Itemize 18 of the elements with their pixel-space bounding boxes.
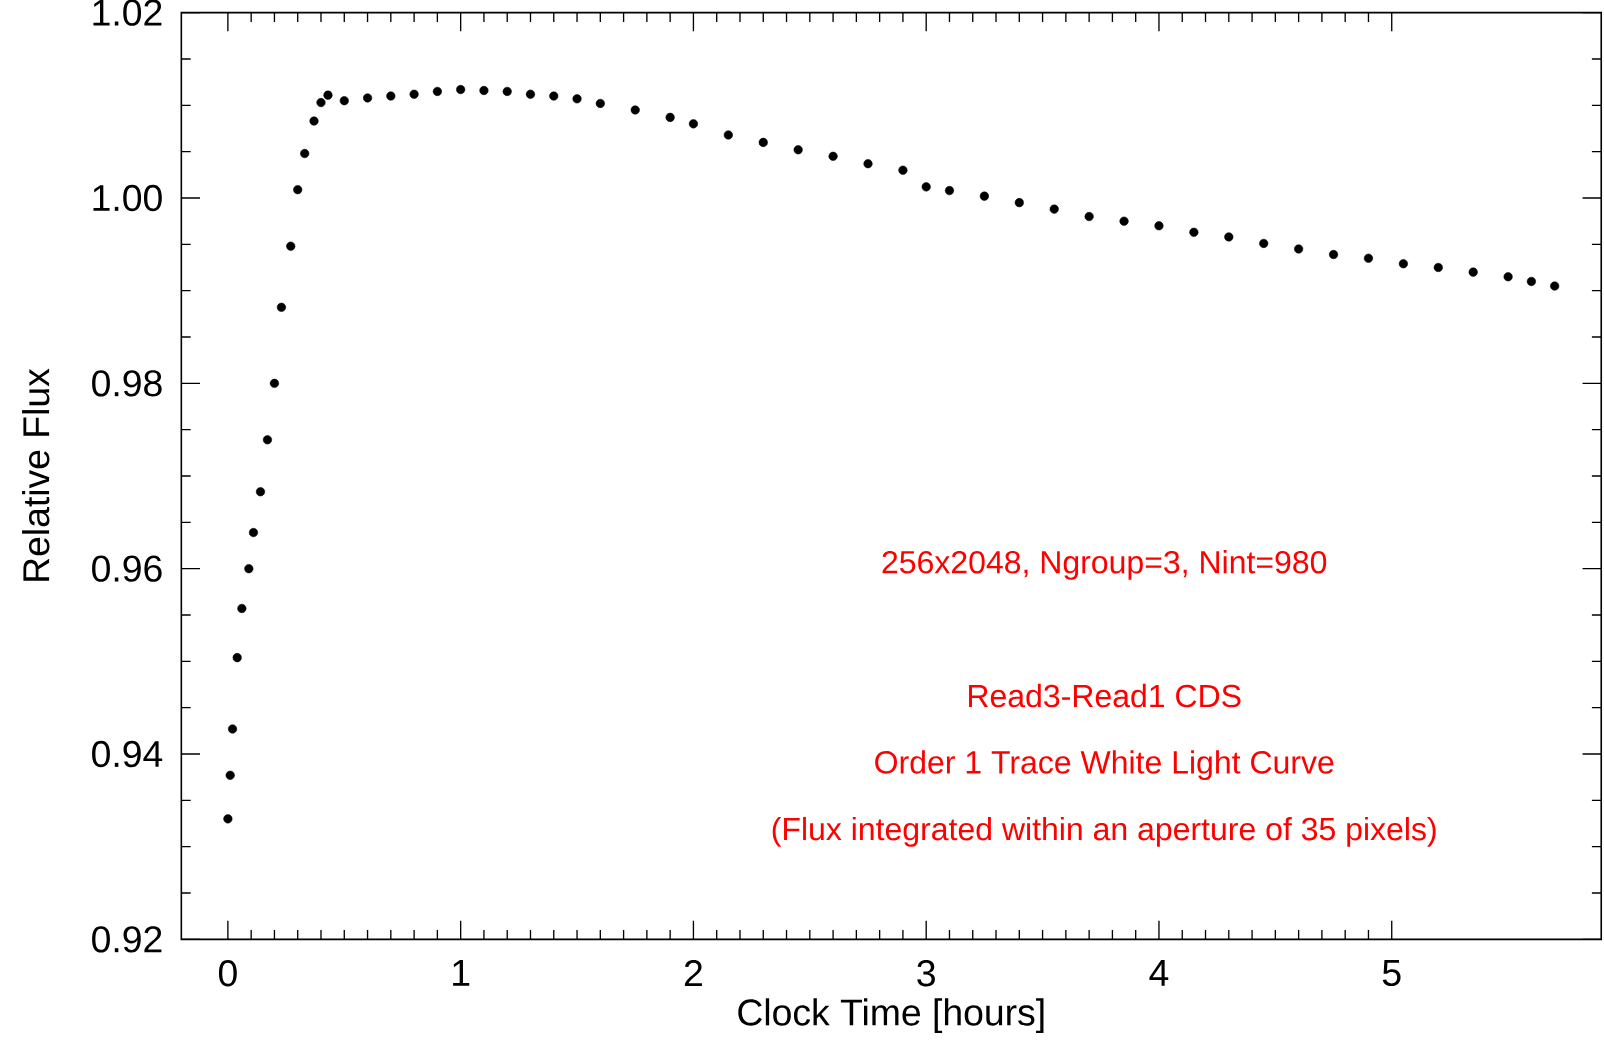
annotation: Read3-Read1 CDS (969, 683, 1241, 708)
x-tick-label: 0 (218, 960, 237, 987)
y-tick-label: 0.92 (92, 926, 162, 953)
x-tick-label: 1 (453, 960, 470, 986)
y-axis-title: Relative Flux (22, 368, 50, 581)
x-tick-label: 3 (917, 960, 935, 987)
annotation: 256x2048, Ngroup=3, Nint=980 (882, 550, 1327, 580)
y-tick-label: 1.00 (93, 184, 162, 212)
y-tick-label: 1.02 (93, 0, 162, 26)
y-tick-label: 0.94 (92, 740, 163, 768)
annotation: (Flux integrated within an aperture of 35 pixels) (772, 816, 1436, 847)
y-tick-label: 0.96 (92, 555, 162, 582)
x-tick-label: 2 (684, 960, 702, 987)
annotation: Order 1 Trace White Light Curve (875, 750, 1334, 781)
x-tick-label: 4 (1149, 960, 1169, 986)
x-axis-title: Clock Time [hours] (738, 998, 1044, 1034)
y-tick-label: 0.98 (92, 370, 162, 397)
x-tick-label: 5 (1382, 960, 1401, 987)
